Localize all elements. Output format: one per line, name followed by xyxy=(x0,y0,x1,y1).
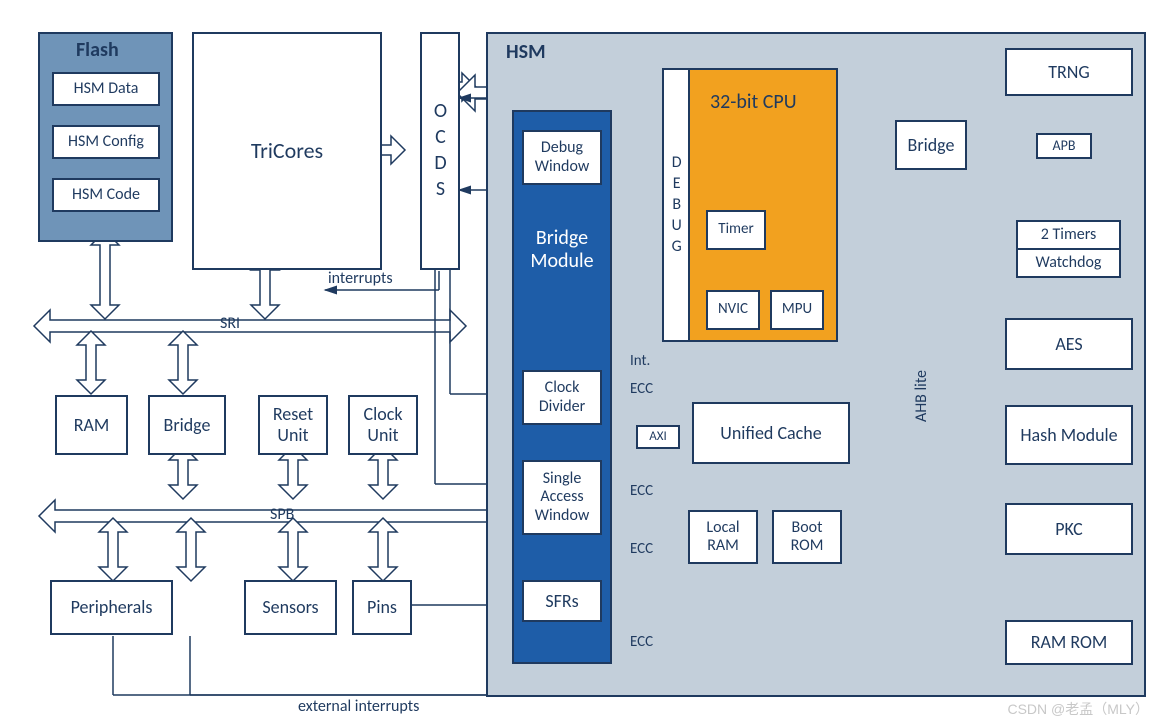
spb-label: SPB xyxy=(270,505,294,524)
bridge-left-box: Bridge xyxy=(148,395,226,455)
ram-box: RAM xyxy=(55,395,128,455)
ecc-label-4: ECC xyxy=(630,633,653,651)
ecc-label-2: ECC xyxy=(630,482,653,500)
bridge-right-box: Bridge xyxy=(895,120,967,170)
sfrs-box: SFRs xyxy=(522,580,602,622)
peripherals-box: Peripherals xyxy=(50,580,173,635)
clock-divider-box: Clock Divider xyxy=(522,370,602,425)
debug-strip: DEBUG xyxy=(662,68,690,342)
hsm-code-box: HSM Code xyxy=(52,178,160,212)
tricores-box: TriCores xyxy=(192,32,382,270)
local-ram-box: Local RAM xyxy=(688,510,758,564)
watermark: CSDN @老孟（MLY） xyxy=(1007,699,1149,719)
hsm-config-box: HSM Config xyxy=(52,125,160,159)
ext-interrupts-label: external interrupts xyxy=(298,697,419,716)
pkc-box: PKC xyxy=(1005,503,1133,555)
diagram-canvas: Flash HSM Data HSM Config HSM Code TriCo… xyxy=(0,0,1159,725)
mpu-box: MPU xyxy=(770,290,824,330)
axi-box: AXI xyxy=(636,425,680,449)
hsm-title: HSM xyxy=(506,40,546,64)
boot-rom-box: Boot ROM xyxy=(772,510,842,564)
int-label: Int. xyxy=(630,352,650,370)
ocds-box: OCDS xyxy=(420,32,460,270)
cpu-title: 32-bit CPU xyxy=(710,90,797,114)
debug-label: DEBUG xyxy=(667,153,685,258)
nvic-box: NVIC xyxy=(706,290,760,330)
single-access-window-box: Single Access Window xyxy=(522,460,602,535)
trng-box: TRNG xyxy=(1005,48,1133,96)
debug-window-box: Debug Window xyxy=(522,130,602,185)
bridge-module-label: Bridge Module xyxy=(522,210,602,290)
sri-label: SRI xyxy=(220,314,240,333)
clock-unit-box: Clock Unit xyxy=(348,395,418,455)
ecc-label-1: ECC xyxy=(630,380,653,398)
flash-title: Flash xyxy=(76,38,119,62)
watchdog-box: Watchdog xyxy=(1016,248,1121,278)
ocds-label: OCDS xyxy=(429,99,452,203)
unified-cache-box: Unified Cache xyxy=(692,402,850,464)
reset-unit-box: Reset Unit xyxy=(258,395,328,455)
ecc-label-3: ECC xyxy=(630,540,653,558)
ram-rom-box: RAM ROM xyxy=(1005,620,1133,665)
hsm-data-box: HSM Data xyxy=(52,72,160,106)
pins-box: Pins xyxy=(352,580,412,635)
hash-box: Hash Module xyxy=(1005,405,1133,465)
ahb-lite-label: AHB lite xyxy=(912,370,931,422)
aes-box: AES xyxy=(1005,318,1133,370)
two-timers-box: 2 Timers xyxy=(1016,220,1121,250)
apb-box: APB xyxy=(1036,133,1092,159)
interrupts-label: interrupts xyxy=(328,269,393,288)
sensors-box: Sensors xyxy=(244,580,337,635)
timer-box: Timer xyxy=(706,210,766,250)
